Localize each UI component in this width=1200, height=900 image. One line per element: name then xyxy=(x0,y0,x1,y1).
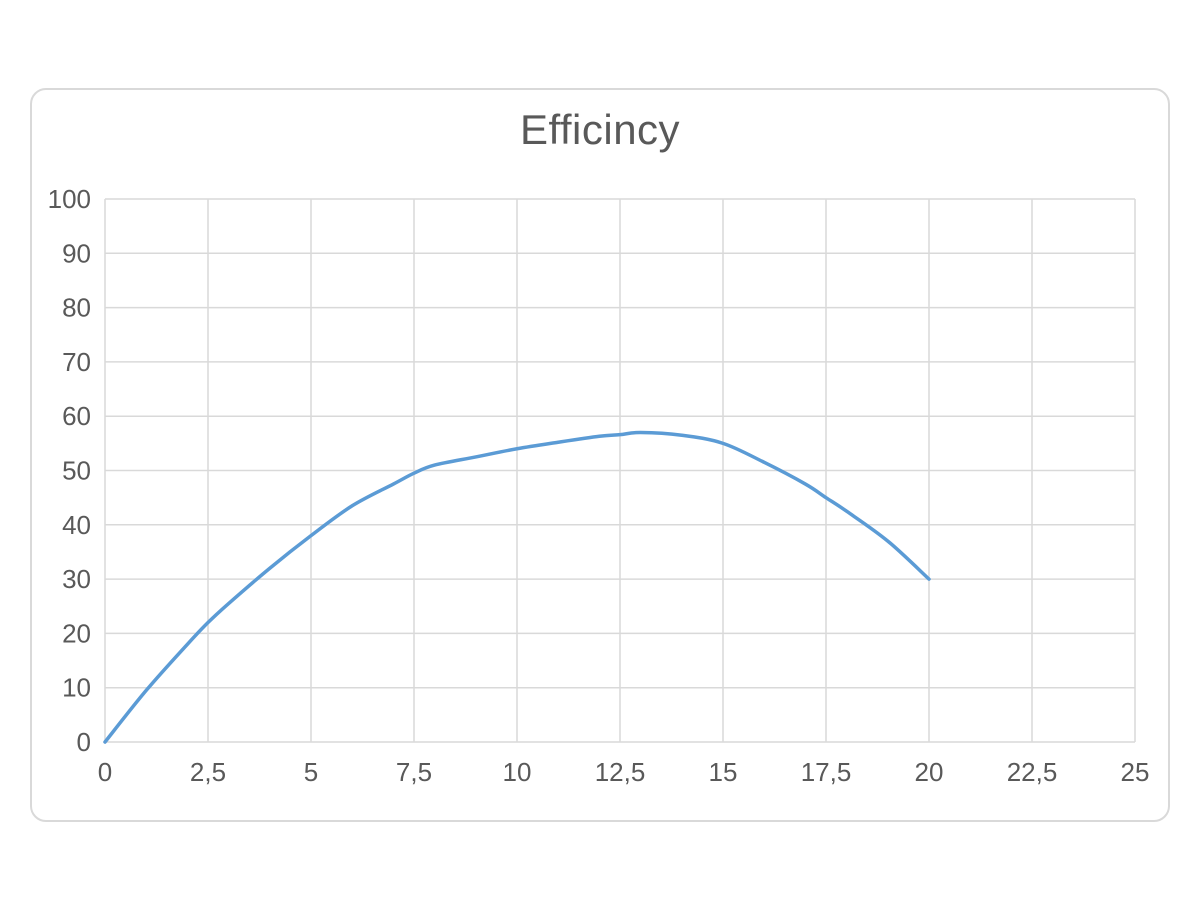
x-axis-tick-label: 12,5 xyxy=(595,757,646,787)
y-axis-tick-label: 100 xyxy=(48,184,91,214)
y-axis-tick-label: 10 xyxy=(62,673,91,703)
y-axis-tick-label: 40 xyxy=(62,510,91,540)
y-axis-tick-label: 80 xyxy=(62,293,91,323)
chart-title: Efficincy xyxy=(519,106,681,153)
x-axis-tick-label: 0 xyxy=(98,757,112,787)
y-axis-tick-label: 60 xyxy=(62,401,91,431)
x-axis-tick-label: 5 xyxy=(304,757,318,787)
x-axis-tick-label: 22,5 xyxy=(1007,757,1058,787)
y-axis-tick-label: 70 xyxy=(62,347,91,377)
y-axis-tick-label: 0 xyxy=(77,727,91,757)
y-axis-tick-label: 20 xyxy=(62,618,91,648)
chart-frame: 0 10 20 30 40 50 60 70 80 90 100 0 2,5 5 7,5 10 12,5 15 17… xyxy=(30,88,1170,822)
efficiency-series-line xyxy=(103,430,931,744)
x-axis-tick-label: 20 xyxy=(915,757,944,787)
x-axis-tick-label: 2,5 xyxy=(190,757,226,787)
x-axis-tick-label: 10 xyxy=(503,757,532,787)
chart-plot-svg: 0 10 20 30 40 50 60 70 80 90 100 0 2,5 5 7,5 10 12,5 15 17… xyxy=(48,184,1150,787)
y-axis-tick-label: 90 xyxy=(62,238,91,268)
x-axis-tick-label: 15 xyxy=(709,757,738,787)
x-axis-tick-label: 25 xyxy=(1121,757,1150,787)
y-axis-tick-label: 30 xyxy=(62,564,91,594)
x-axis-tick-label: 17,5 xyxy=(801,757,852,787)
y-axis-tick-label: 50 xyxy=(62,456,91,486)
x-axis-tick-label: 7,5 xyxy=(396,757,432,787)
